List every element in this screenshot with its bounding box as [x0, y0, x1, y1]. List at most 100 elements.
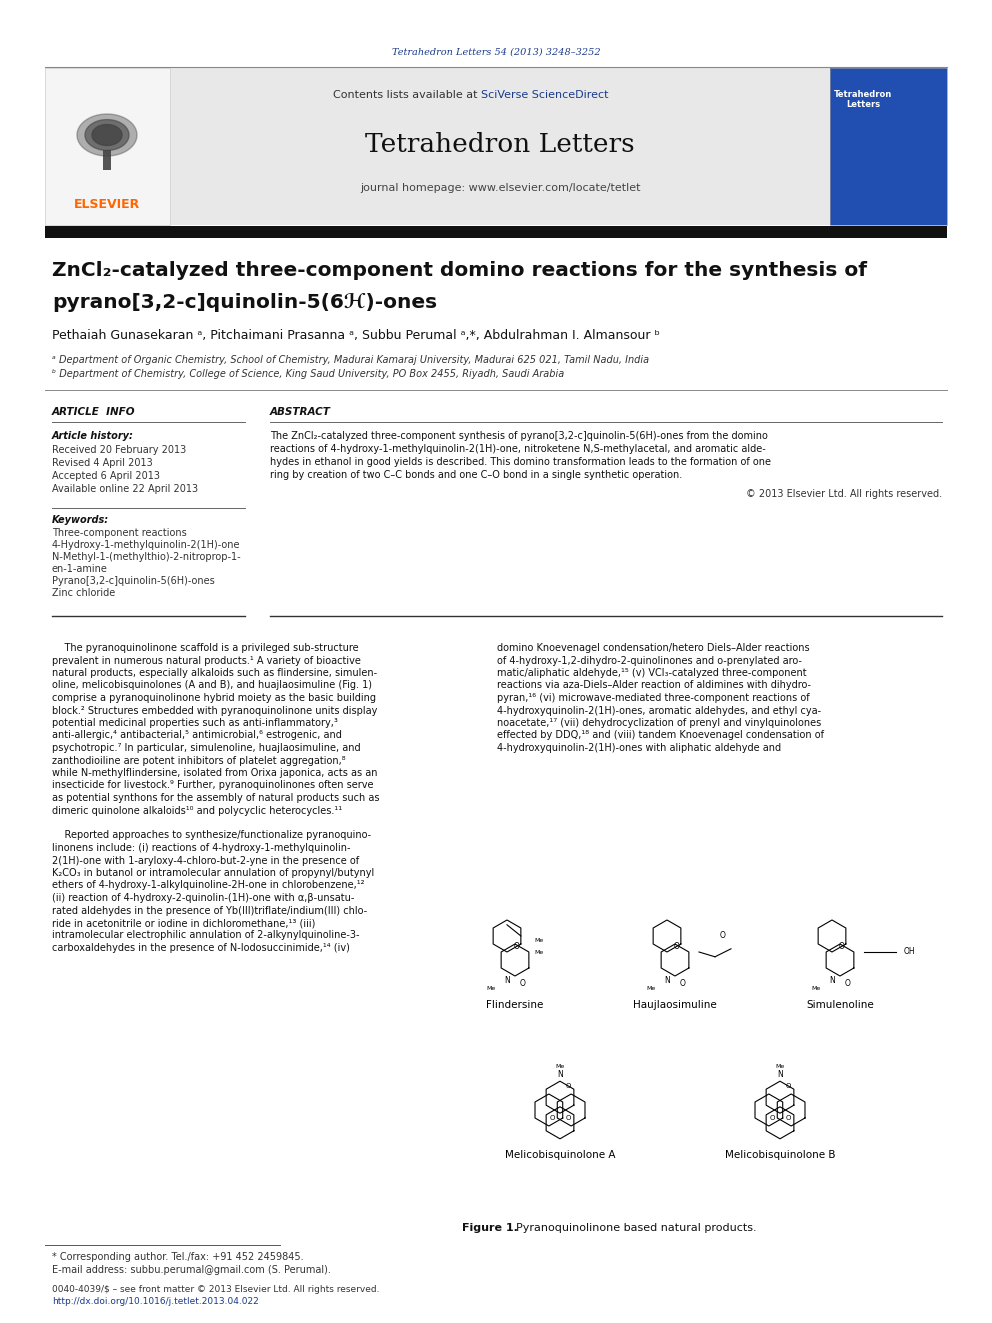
Text: en-1-amine: en-1-amine: [52, 564, 108, 574]
Text: ABSTRACT: ABSTRACT: [270, 407, 331, 417]
Bar: [45, 67, 170, 225]
Text: journal homepage: www.elsevier.com/locate/tetlet: journal homepage: www.elsevier.com/locat…: [360, 183, 640, 193]
Text: hydes in ethanol in good yields is described. This domino transformation leads t: hydes in ethanol in good yields is descr…: [270, 456, 771, 467]
Text: 2(1H)-one with 1-aryloxy-4-chloro-but-2-yne in the presence of: 2(1H)-one with 1-aryloxy-4-chloro-but-2-…: [52, 856, 359, 865]
Text: O: O: [514, 942, 520, 951]
Polygon shape: [77, 114, 137, 156]
Text: OH: OH: [904, 947, 916, 957]
Text: Revised 4 April 2013: Revised 4 April 2013: [52, 458, 153, 468]
Text: of 4-hydroxy-1,2-dihydro-2-quinolinones and o-prenylated aro-: of 4-hydroxy-1,2-dihydro-2-quinolinones …: [497, 655, 802, 665]
Text: Tetrahedron Letters: Tetrahedron Letters: [365, 132, 635, 157]
Text: Me: Me: [647, 987, 656, 991]
Text: ARTICLE  INFO: ARTICLE INFO: [52, 407, 136, 417]
Text: reactions via aza-Diels–Alder reaction of aldimines with dihydro-: reactions via aza-Diels–Alder reaction o…: [497, 680, 811, 691]
Text: Me: Me: [556, 1064, 564, 1069]
Text: reactions of 4-hydroxy-1-methylquinolin-2(1H)-one, nitroketene N,S-methylacetal,: reactions of 4-hydroxy-1-methylquinolin-…: [270, 445, 766, 454]
Text: 4-hydroxyquinolin-2(1H)-ones, aromatic aldehydes, and ethyl cya-: 4-hydroxyquinolin-2(1H)-ones, aromatic a…: [497, 705, 821, 716]
Text: Contents lists available at: Contents lists available at: [333, 90, 481, 101]
Text: O: O: [786, 1115, 791, 1121]
Text: Zinc chloride: Zinc chloride: [52, 587, 115, 598]
Text: * Corresponding author. Tel./fax: +91 452 2459845.: * Corresponding author. Tel./fax: +91 45…: [52, 1252, 304, 1262]
Text: The ZnCl₂-catalyzed three-component synthesis of pyrano[3,2-c]quinolin-5(6H)-one: The ZnCl₂-catalyzed three-component synt…: [270, 431, 768, 441]
Bar: [170, 67, 830, 225]
Text: Figure 1.: Figure 1.: [462, 1222, 518, 1233]
Text: O: O: [674, 942, 680, 951]
Text: SciVerse ScienceDirect: SciVerse ScienceDirect: [481, 90, 608, 101]
Text: linonens include: (i) reactions of 4-hydroxy-1-methylquinolin-: linonens include: (i) reactions of 4-hyd…: [52, 843, 350, 853]
Polygon shape: [85, 119, 129, 151]
Text: dimeric quinolone alkaloids¹⁰ and polycyclic heterocycles.¹¹: dimeric quinolone alkaloids¹⁰ and polycy…: [52, 806, 342, 815]
Text: zanthodioiline are potent inhibitors of platelet aggregation,⁸: zanthodioiline are potent inhibitors of …: [52, 755, 345, 766]
Text: insecticide for livestock.⁹ Further, pyranoquinolinones often serve: insecticide for livestock.⁹ Further, pyr…: [52, 781, 374, 791]
Text: ring by creation of two C–C bonds and one C–O bond in a single synthetic operati: ring by creation of two C–C bonds and on…: [270, 470, 682, 480]
Text: block.² Structures embedded with pyranoquinolinone units display: block.² Structures embedded with pyranoq…: [52, 705, 377, 716]
Text: Melicobisquinolone B: Melicobisquinolone B: [725, 1150, 835, 1160]
Bar: [830, 67, 947, 225]
Text: psychotropic.⁷ In particular, simulenoline, huajlaosimuline, and: psychotropic.⁷ In particular, simulenoli…: [52, 744, 361, 753]
Text: N-Methyl-1-(methylthio)-2-nitroprop-1-: N-Methyl-1-(methylthio)-2-nitroprop-1-: [52, 552, 241, 562]
Bar: [103, 149, 111, 169]
Text: O: O: [681, 979, 685, 988]
Text: intramolecular electrophilic annulation of 2-alkynylquinoline-3-: intramolecular electrophilic annulation …: [52, 930, 359, 941]
Text: The pyranoquinolinone scaffold is a privileged sub-structure: The pyranoquinolinone scaffold is a priv…: [52, 643, 359, 654]
Text: as potential synthons for the assembly of natural products such as: as potential synthons for the assembly o…: [52, 792, 380, 803]
Polygon shape: [92, 124, 122, 146]
Text: http://dx.doi.org/10.1016/j.tetlet.2013.04.022: http://dx.doi.org/10.1016/j.tetlet.2013.…: [52, 1298, 259, 1307]
Text: matic/aliphatic aldehyde,¹⁵ (v) VCl₃-catalyzed three-component: matic/aliphatic aldehyde,¹⁵ (v) VCl₃-cat…: [497, 668, 806, 677]
Text: 4-Hydroxy-1-methylquinolin-2(1H)-one: 4-Hydroxy-1-methylquinolin-2(1H)-one: [52, 540, 240, 550]
Bar: [830, 67, 947, 225]
Text: while N-methylflindersine, isolated from Orixa japonica, acts as an: while N-methylflindersine, isolated from…: [52, 767, 378, 778]
Text: comprise a pyranoquinolinone hybrid moiety as the basic building: comprise a pyranoquinolinone hybrid moie…: [52, 693, 376, 703]
Text: ethers of 4-hydroxy-1-alkylquinoline-2H-one in chlorobenzene,¹²: ethers of 4-hydroxy-1-alkylquinoline-2H-…: [52, 881, 364, 890]
Text: Flindersine: Flindersine: [486, 1000, 544, 1009]
Text: Pethaiah Gunasekaran ᵃ, Pitchaimani Prasanna ᵃ, Subbu Perumal ᵃ,*, Abdulrahman I: Pethaiah Gunasekaran ᵃ, Pitchaimani Pras…: [52, 328, 660, 341]
Bar: [45, 226, 947, 238]
Text: Received 20 February 2013: Received 20 February 2013: [52, 445, 186, 455]
Text: oline, melicobisquinolones (A and B), and huajlaosimuline (Fig. 1): oline, melicobisquinolones (A and B), an…: [52, 680, 372, 691]
Text: O: O: [520, 979, 526, 988]
Text: noacetate,¹⁷ (vii) dehydrocyclization of prenyl and vinylquinolones: noacetate,¹⁷ (vii) dehydrocyclization of…: [497, 718, 821, 728]
Text: N: N: [777, 1070, 783, 1080]
Text: Me: Me: [776, 1064, 785, 1069]
Text: O: O: [565, 1115, 570, 1121]
Text: N: N: [504, 976, 510, 986]
Text: anti-allergic,⁴ antibacterial,⁵ antimicrobial,⁶ estrogenic, and: anti-allergic,⁴ antibacterial,⁵ antimicr…: [52, 730, 342, 741]
Text: (ii) reaction of 4-hydroxy-2-quinolin-(1H)-one with α,β-unsatu-: (ii) reaction of 4-hydroxy-2-quinolin-(1…: [52, 893, 354, 904]
Text: pyran,¹⁶ (vi) microwave-mediated three-component reactions of: pyran,¹⁶ (vi) microwave-mediated three-c…: [497, 693, 809, 703]
Text: Haujlaosimuline: Haujlaosimuline: [633, 1000, 717, 1009]
Text: Pyrano[3,2-c]quinolin-5(6H)-ones: Pyrano[3,2-c]quinolin-5(6H)-ones: [52, 576, 214, 586]
Text: Me: Me: [486, 987, 496, 991]
Text: ELSEVIER: ELSEVIER: [73, 198, 140, 212]
Text: Simulenoline: Simulenoline: [806, 1000, 874, 1009]
Text: © 2013 Elsevier Ltd. All rights reserved.: © 2013 Elsevier Ltd. All rights reserved…: [746, 490, 942, 499]
Text: Tetrahedron Letters 54 (2013) 3248–3252: Tetrahedron Letters 54 (2013) 3248–3252: [392, 48, 600, 57]
Text: N: N: [664, 976, 670, 986]
Text: Keywords:: Keywords:: [52, 515, 109, 525]
Text: O: O: [550, 1115, 555, 1121]
Text: domino Knoevenagel condensation/hetero Diels–Alder reactions: domino Knoevenagel condensation/hetero D…: [497, 643, 809, 654]
Text: natural products, especially alkaloids such as flindersine, simulen-: natural products, especially alkaloids s…: [52, 668, 377, 677]
Text: 4-hydroxyquinolin-2(1H)-ones with aliphatic aldehyde and: 4-hydroxyquinolin-2(1H)-ones with alipha…: [497, 744, 781, 753]
Text: effected by DDQ,¹⁸ and (viii) tandem Knoevenagel condensation of: effected by DDQ,¹⁸ and (viii) tandem Kno…: [497, 730, 824, 741]
Text: ᵇ Department of Chemistry, College of Science, King Saud University, PO Box 2455: ᵇ Department of Chemistry, College of Sc…: [52, 369, 564, 378]
Text: 0040-4039/$ – see front matter © 2013 Elsevier Ltd. All rights reserved.: 0040-4039/$ – see front matter © 2013 El…: [52, 1286, 380, 1294]
Text: Accepted 6 April 2013: Accepted 6 April 2013: [52, 471, 160, 482]
Text: O: O: [565, 1084, 570, 1089]
Text: Pyranoquinolinone based natural products.: Pyranoquinolinone based natural products…: [509, 1222, 757, 1233]
Text: Me: Me: [811, 987, 820, 991]
Text: potential medicinal properties such as anti-inflammatory,³: potential medicinal properties such as a…: [52, 718, 338, 728]
Text: N: N: [558, 1070, 562, 1080]
Text: ride in acetonitrile or iodine in dichloromethane,¹³ (iii): ride in acetonitrile or iodine in dichlo…: [52, 918, 315, 927]
Text: O: O: [786, 1084, 791, 1089]
Text: N: N: [829, 976, 835, 986]
Text: Reported approaches to synthesize/functionalize pyranoquino-: Reported approaches to synthesize/functi…: [52, 831, 371, 840]
Text: Available online 22 April 2013: Available online 22 April 2013: [52, 484, 198, 493]
Text: Three-component reactions: Three-component reactions: [52, 528, 186, 538]
Text: Me: Me: [535, 938, 544, 943]
Text: pyrano[3,2-c]quinolin-5(6ℋ)-ones: pyrano[3,2-c]quinolin-5(6ℋ)-ones: [52, 292, 437, 311]
Text: carboxaldehydes in the presence of N-Iodosuccinimide,¹⁴ (iv): carboxaldehydes in the presence of N-Iod…: [52, 943, 350, 953]
Text: ZnCl₂-catalyzed three-component domino reactions for the synthesis of: ZnCl₂-catalyzed three-component domino r…: [52, 261, 867, 279]
Text: Me: Me: [535, 950, 544, 954]
Text: O: O: [770, 1115, 775, 1121]
Text: O: O: [845, 979, 851, 988]
